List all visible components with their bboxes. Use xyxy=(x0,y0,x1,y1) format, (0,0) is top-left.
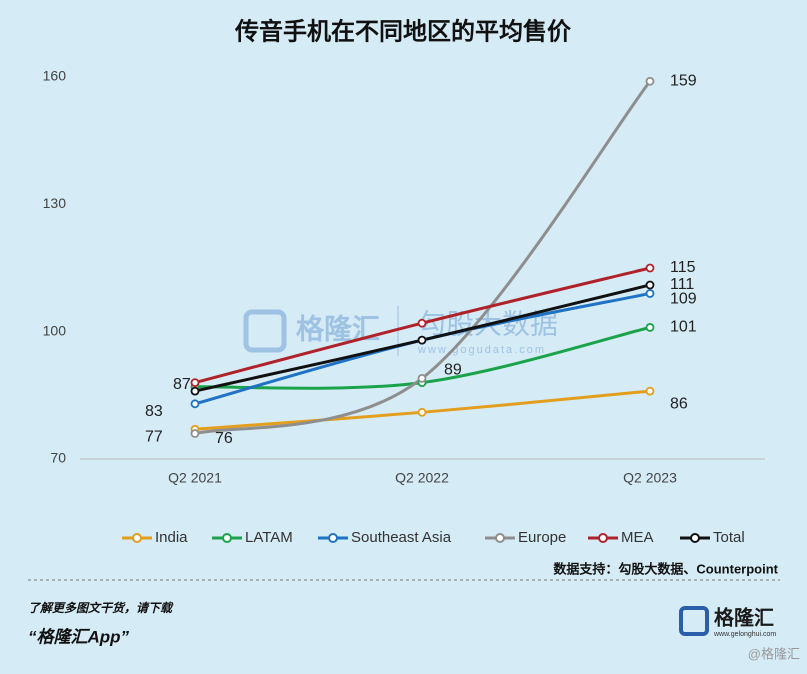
marker xyxy=(417,373,427,383)
data-label: 115 xyxy=(670,259,696,276)
data-label: 159 xyxy=(670,72,697,89)
legend-label: India xyxy=(155,529,188,546)
marker xyxy=(190,378,200,388)
marker xyxy=(645,386,655,396)
data-label: 111 xyxy=(670,276,694,293)
y-tick-label: 70 xyxy=(50,450,66,466)
legend-label: Total xyxy=(713,529,745,546)
legend-marker xyxy=(132,533,142,543)
watermark-brand: 格隆汇 xyxy=(296,313,380,344)
logo-site: www.gelonghui.com xyxy=(713,631,776,638)
source: 数据支持：勾股大数据、Counterpoint xyxy=(553,561,778,576)
marker xyxy=(190,386,200,396)
data-label: 76 xyxy=(215,430,233,447)
x-tick-label: Q2 2021 xyxy=(168,470,222,486)
x-tick-label: Q2 2023 xyxy=(623,470,677,486)
data-label: 87 xyxy=(173,376,191,393)
data-label: 101 xyxy=(670,319,697,336)
legend-marker xyxy=(495,533,505,543)
legend-label: LATAM xyxy=(245,529,293,546)
footer-prompt: 了解更多图文干货，请下载 xyxy=(28,601,174,615)
marker xyxy=(417,318,427,328)
data-label: 86 xyxy=(670,395,688,412)
marker xyxy=(417,407,427,417)
legend-marker xyxy=(690,533,700,543)
series-line xyxy=(194,80,652,435)
footer-app: “格隆汇App” xyxy=(28,627,130,646)
watermark: 格隆汇 勾股大数据 www.gogudata.com xyxy=(243,306,558,356)
marker xyxy=(645,323,655,332)
data-label: 109 xyxy=(670,291,697,308)
y-tick-label: 160 xyxy=(43,68,67,84)
legend-label: Southeast Asia xyxy=(351,529,452,546)
y-tick-label: 130 xyxy=(43,195,67,211)
marker xyxy=(645,263,655,273)
plot: 70 100 130 160 Q2 2021 Q2 2022 Q2 2023 87 83 77 76… xyxy=(43,68,765,546)
logo-text: 格隆汇 xyxy=(714,605,774,629)
marker xyxy=(645,289,655,298)
watermark-icon xyxy=(243,309,287,353)
data-label: 77 xyxy=(145,429,163,446)
marker xyxy=(645,280,655,290)
handle: @格隆汇 xyxy=(748,646,800,661)
marker xyxy=(190,429,200,438)
chart-title: 传音手机在不同地区的平均售价 xyxy=(234,17,572,45)
legend-marker xyxy=(328,533,338,543)
watermark-url: www.gogudata.com xyxy=(417,344,546,356)
logo-icon xyxy=(679,606,709,636)
legend-label: Europe xyxy=(518,529,566,546)
legend-label: MEA xyxy=(621,529,654,546)
marker xyxy=(645,76,655,86)
data-label: 83 xyxy=(145,403,163,420)
legend-marker xyxy=(222,533,232,543)
x-tick-label: Q2 2022 xyxy=(395,470,449,486)
legend-marker xyxy=(598,533,608,543)
marker xyxy=(190,399,200,409)
marker xyxy=(417,335,427,345)
y-tick-label: 100 xyxy=(43,322,67,338)
data-label: 89 xyxy=(444,362,462,379)
